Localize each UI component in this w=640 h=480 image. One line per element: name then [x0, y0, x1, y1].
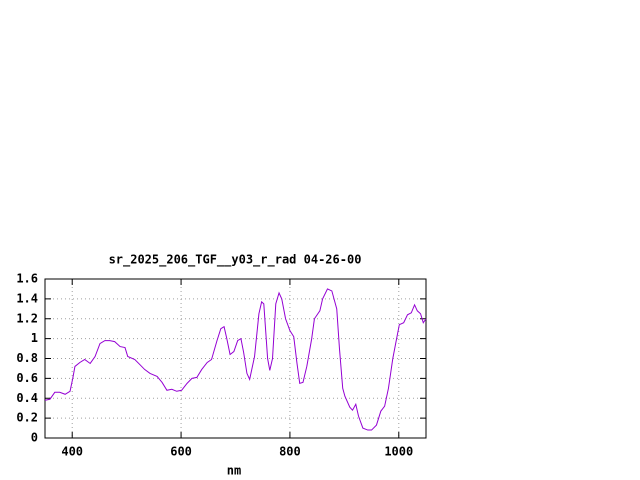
- y-tick-label: 1: [31, 331, 38, 345]
- chart-title: sr_2025_206_TGF__y03_r_rad 04-26-00: [109, 253, 362, 268]
- y-tick-label: 0.6: [16, 371, 38, 385]
- x-tick-label: 600: [170, 445, 192, 459]
- data-line: [44, 288, 427, 431]
- x-tick-label: 400: [61, 445, 83, 459]
- y-tick-label: 0: [31, 431, 38, 445]
- y-tick-label: 0.4: [16, 391, 38, 405]
- x-tick-label: 800: [279, 445, 301, 459]
- y-tick-label: 0.2: [16, 411, 38, 425]
- y-tick-label: 0.8: [16, 351, 38, 365]
- y-tick-label: 1.4: [16, 291, 38, 305]
- x-axis-label: nm: [227, 464, 241, 478]
- y-tick-label: 1.2: [16, 311, 38, 325]
- x-tick-label: 1000: [384, 445, 413, 459]
- plot-frame: [44, 278, 427, 439]
- y-tick-label: 1.6: [16, 272, 38, 286]
